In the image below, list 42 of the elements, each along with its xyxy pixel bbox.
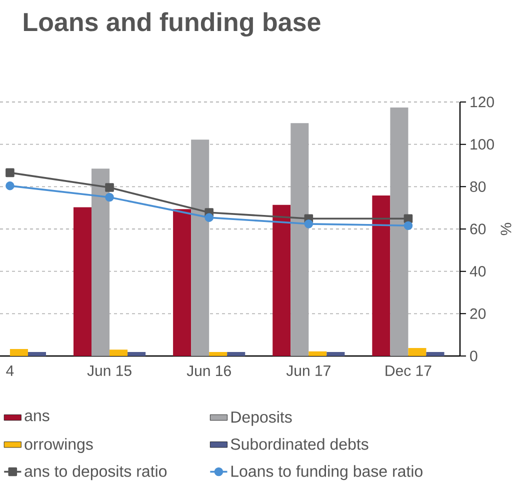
bar [73, 207, 92, 356]
x-tick-label: 4 [6, 366, 14, 376]
legend-label: Loans to funding base ratio [231, 465, 422, 480]
point [105, 183, 114, 192]
point [105, 192, 114, 202]
legend-label: ans to deposits ratio [24, 465, 167, 480]
bar [209, 352, 228, 356]
legend-label: Subordinated debts [230, 438, 368, 450]
bar [28, 352, 46, 356]
y-tick-label: 20 [470, 308, 486, 319]
bar [308, 351, 327, 356]
legend-label: Deposits [231, 410, 292, 426]
y-tick-label: 60 [470, 224, 486, 234]
bar [10, 349, 28, 356]
bar [426, 352, 444, 356]
x-tick-label: Jun 16 [186, 366, 231, 376]
y-axis-title: % [500, 222, 512, 236]
y-tick-label: 40 [470, 266, 486, 277]
y-tick-label: 80 [470, 181, 486, 192]
point [404, 221, 413, 230]
bar [372, 196, 390, 356]
point [204, 213, 214, 222]
y-tick-label: 0 [470, 350, 478, 362]
bar [227, 352, 246, 356]
bar [110, 350, 128, 356]
x-tick-label: Dec 17 [386, 366, 432, 376]
chart-title: Loans and funding base [24, 12, 320, 37]
bar [173, 209, 192, 356]
y-tick-label: 120 [470, 96, 494, 108]
bar [128, 352, 146, 356]
x-tick-label: Jun 17 [286, 366, 330, 376]
point [6, 168, 14, 178]
y-tick-label: 100 [470, 139, 494, 150]
bar [272, 204, 291, 356]
x-tick-label: Jun 15 [87, 366, 132, 376]
legend-label: ans [24, 412, 50, 422]
legend-label: orrowings [24, 438, 93, 453]
bar [326, 352, 345, 356]
point [404, 214, 413, 224]
point [6, 181, 14, 190]
point [304, 220, 314, 228]
bar [408, 348, 426, 356]
